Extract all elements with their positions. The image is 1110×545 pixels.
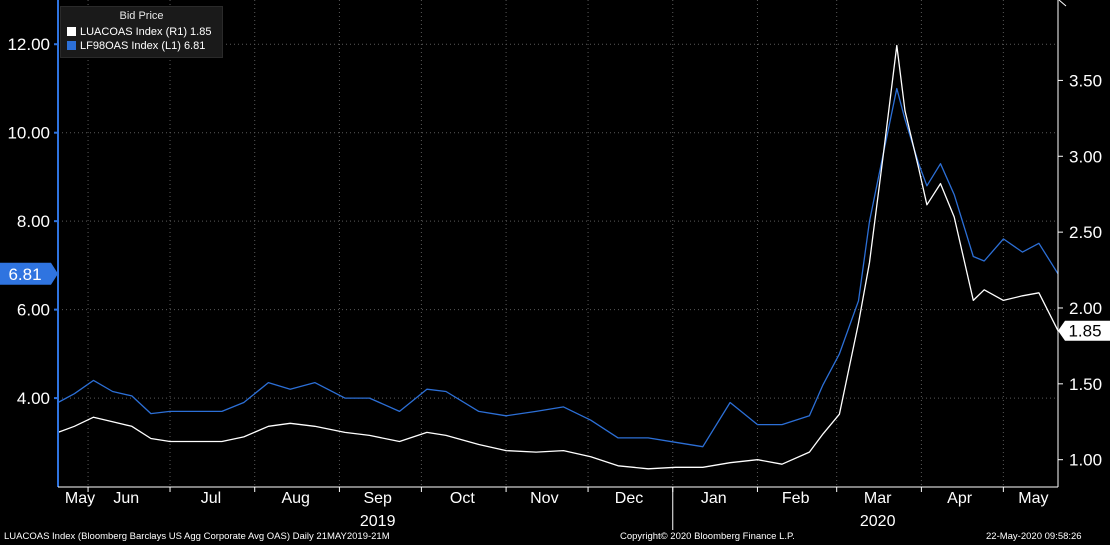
x-month-label: May bbox=[1018, 490, 1048, 507]
y-right-tick-label: 1.50 bbox=[1069, 375, 1102, 394]
legend-entry-lf98oas: LF98OAS Index (L1) 6.81 bbox=[67, 40, 205, 52]
x-month-label: Apr bbox=[947, 490, 973, 507]
legend-label-luacoas: LUACOAS Index (R1) 1.85 bbox=[80, 26, 212, 38]
x-month-label: Feb bbox=[782, 490, 810, 507]
last-value-label-left: 6.81 bbox=[8, 265, 41, 284]
legend-swatch-white bbox=[67, 27, 76, 36]
last-value-badge-left bbox=[0, 262, 58, 285]
y-left-tick-label: 10.00 bbox=[7, 124, 50, 143]
y-right-tick-label: 1.00 bbox=[1069, 451, 1102, 470]
x-month-label: Nov bbox=[530, 490, 558, 507]
y-left-tick-label: 4.00 bbox=[17, 389, 50, 408]
x-month-label: Sep bbox=[363, 490, 392, 507]
footer-timestamp: 22-May-2020 09:58:26 bbox=[986, 531, 1082, 542]
x-month-label: May bbox=[65, 490, 95, 507]
y-right-tick-label: 2.50 bbox=[1069, 223, 1102, 242]
y-left-tick-label: 8.00 bbox=[17, 212, 50, 231]
y-right-tick-label: 3.00 bbox=[1069, 147, 1102, 166]
legend: Bid Price LUACOAS Index (R1) 1.85 LF98OA… bbox=[60, 6, 223, 58]
footer-copyright: Copyright© 2020 Bloomberg Finance L.P. bbox=[620, 531, 795, 542]
y-left-tick-label: 12.00 bbox=[7, 35, 50, 54]
x-year-label: 2020 bbox=[860, 513, 896, 530]
y-right-tick-label: 3.50 bbox=[1069, 71, 1102, 90]
x-month-label: Oct bbox=[450, 490, 475, 507]
x-month-label: Aug bbox=[281, 490, 309, 507]
right-axis-top-tick bbox=[1058, 0, 1067, 7]
x-month-label: Dec bbox=[615, 490, 643, 507]
y-right-tick-label: 2.00 bbox=[1069, 299, 1102, 318]
x-month-label: Jul bbox=[201, 490, 221, 507]
last-value-badge-right bbox=[1058, 320, 1110, 341]
x-month-label: Jun bbox=[113, 490, 139, 507]
legend-entry-luacoas: LUACOAS Index (R1) 1.85 bbox=[67, 26, 211, 38]
legend-title: Bid Price bbox=[119, 10, 164, 22]
legend-label-lf98oas: LF98OAS Index (L1) 6.81 bbox=[80, 40, 206, 52]
series-line-lf98oas bbox=[57, 87, 1059, 448]
x-year-label: 2019 bbox=[360, 513, 396, 530]
x-month-label: Jan bbox=[701, 490, 727, 507]
x-month-label: Mar bbox=[864, 490, 892, 507]
footer-security-description: LUACOAS Index (Bloomberg Barclays US Agg… bbox=[4, 531, 390, 542]
last-value-label-right: 1.85 bbox=[1068, 322, 1101, 341]
y-left-tick-label: 6.00 bbox=[17, 301, 50, 320]
series-line-luacoas bbox=[57, 44, 1059, 470]
legend-swatch-blue bbox=[67, 41, 76, 50]
